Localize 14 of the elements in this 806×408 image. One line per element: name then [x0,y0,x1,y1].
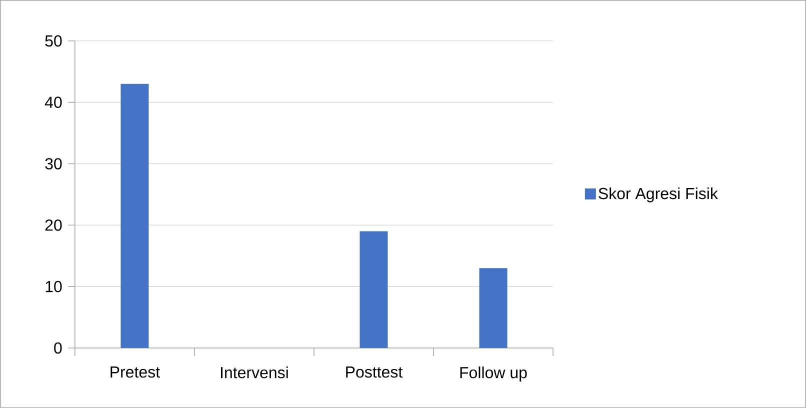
bar [360,231,388,348]
y-tick-label: 50 [45,35,62,47]
legend-label: Skor Agresi Fisik [598,187,718,202]
x-tick-label: Follow up [460,366,527,382]
bar [120,84,149,348]
y-tick-label: 30 [45,158,62,170]
x-tick-label: Intervensi [221,366,288,378]
bar [479,268,508,348]
y-tick-label: 20 [45,220,62,231]
y-tick-label: 0 [54,342,62,354]
y-tick-label: 10 [46,280,62,292]
y-tick-label: 40 [44,96,62,108]
x-tick-label: Pretest [110,366,160,378]
x-tick-label: Posttest [346,366,403,378]
